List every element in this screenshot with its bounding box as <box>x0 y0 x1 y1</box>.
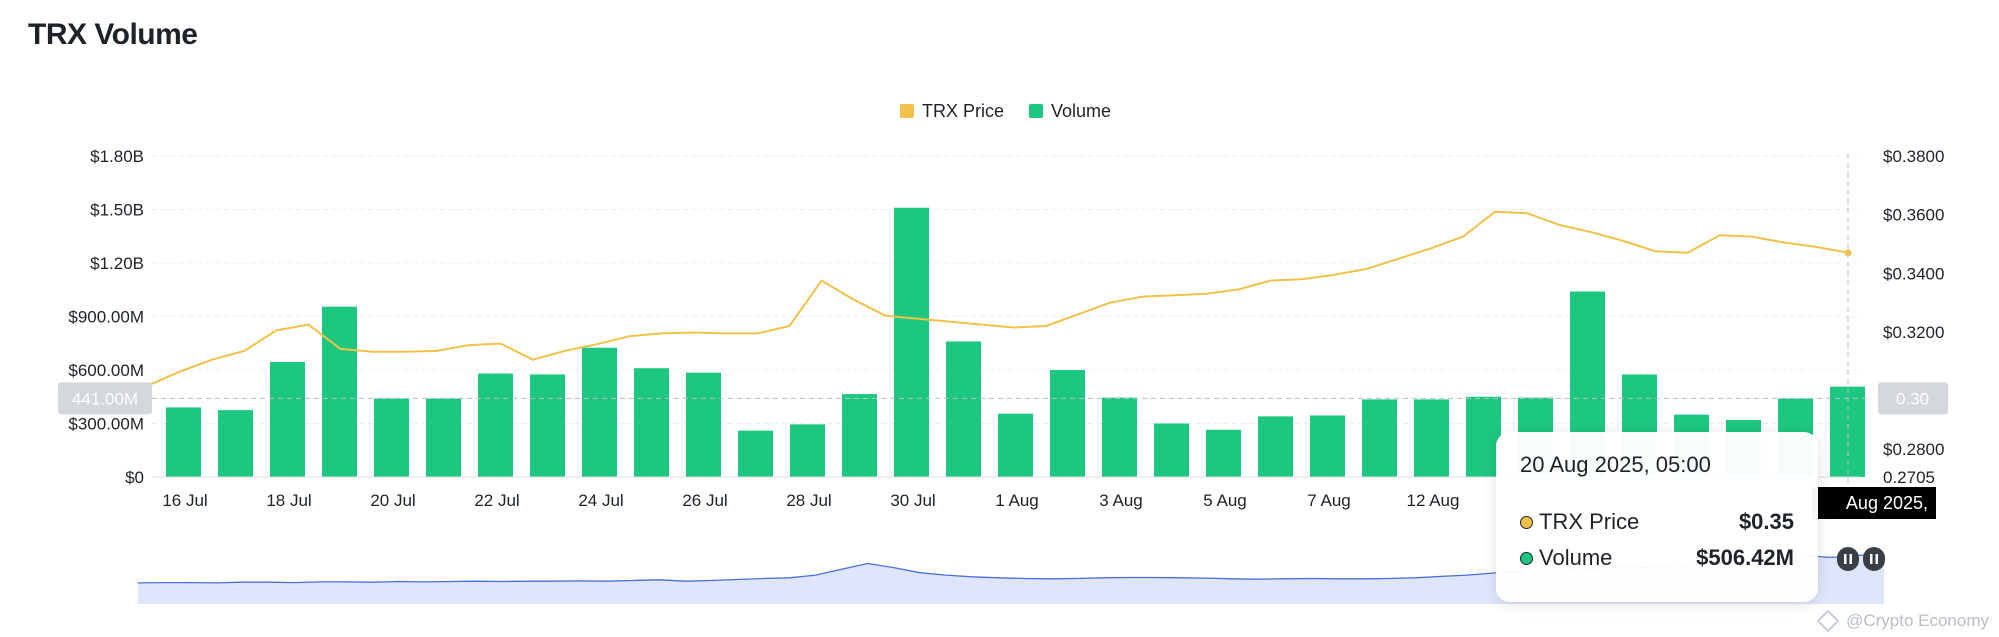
left-tick-label: $600.00M <box>68 361 144 380</box>
volume-bar <box>894 207 929 477</box>
crosshair-left-label: 441.00M <box>72 389 138 408</box>
x-tick-label: 18 Jul <box>266 491 311 510</box>
volume-bar <box>426 398 461 477</box>
volume-bar <box>998 413 1033 477</box>
left-tick-label: $0 <box>125 468 144 487</box>
volume-bar <box>530 374 565 477</box>
right-axis: 0.2705$0.2800$0.3000$0.3200$0.3400$0.360… <box>1883 147 1944 487</box>
right-tick-label: $0.3400 <box>1883 264 1944 283</box>
volume-bar <box>1050 370 1085 477</box>
volume-bar <box>374 398 409 477</box>
volume-bar <box>842 394 877 477</box>
handle-pause-icon <box>1837 547 1859 571</box>
watermark-text: @Crypto Economy <box>1846 611 1989 630</box>
volume-bar <box>790 424 825 477</box>
right-tick-label: $0.2800 <box>1883 440 1944 459</box>
x-tick-label: 22 Jul <box>474 491 519 510</box>
volume-bar <box>1362 399 1397 477</box>
volume-bar <box>1154 423 1189 477</box>
navigator-handle[interactable] <box>1863 547 1885 571</box>
navigator-handle[interactable] <box>1837 547 1859 571</box>
navigator-area <box>138 554 1884 604</box>
handle-grip <box>1870 554 1873 564</box>
handle-pause-icon <box>1863 547 1885 571</box>
volume-bar <box>1310 415 1345 477</box>
volume-bar <box>1206 429 1241 477</box>
x-tick-label: 24 Jul <box>578 491 623 510</box>
crosshair-right-label: 0.30 <box>1896 389 1929 408</box>
volume-bar <box>1414 399 1449 477</box>
tooltip-volume-value: $506.42M <box>1696 545 1794 570</box>
volume-bar <box>166 407 201 477</box>
tooltip-price-row: TRX Price $0.35 <box>1520 504 1794 540</box>
crosshair-right-flag <box>1878 382 1948 415</box>
volume-bar <box>218 410 253 477</box>
volume-bar <box>478 373 513 477</box>
right-tick-label: $0.3800 <box>1883 147 1944 166</box>
handle-grip <box>1875 554 1878 564</box>
legend: TRX Price Volume <box>900 101 1111 121</box>
volume-bar <box>738 430 773 477</box>
handle-grip <box>1849 554 1852 564</box>
x-tick-label: 12 Aug <box>1407 491 1460 510</box>
legend-price-label: TRX Price <box>922 101 1004 121</box>
x-tick-label: 1 Aug <box>995 491 1039 510</box>
x-tick-label: 3 Aug <box>1099 491 1143 510</box>
legend-volume-label: Volume <box>1051 101 1111 121</box>
volume-bar <box>582 347 617 477</box>
right-tick-label: 0.2705 <box>1883 468 1935 487</box>
right-tick-label: $0.3600 <box>1883 206 1944 225</box>
x-tick-label: 30 Jul <box>890 491 935 510</box>
tooltip-volume-label: Volume <box>1539 545 1613 570</box>
volume-dot-icon <box>1520 551 1533 565</box>
tooltip-volume-row: Volume $506.42M <box>1520 540 1794 576</box>
chart-tooltip: 20 Aug 2025, 05:00 TRX Price $0.35 Volum… <box>1496 432 1818 602</box>
volume-bar <box>270 361 305 477</box>
left-tick-label: $900.00M <box>68 308 144 327</box>
x-tick-label: 5 Aug <box>1203 491 1247 510</box>
x-tick-label: 16 Jul <box>162 491 207 510</box>
tooltip-date: 20 Aug 2025, 05:00 <box>1520 452 1711 477</box>
price-line <box>147 210 1852 387</box>
legend-volume-swatch <box>1029 104 1043 118</box>
tooltip-price-label: TRX Price <box>1539 509 1640 534</box>
volume-bar <box>634 368 669 477</box>
price-series-line <box>147 210 1849 387</box>
x-axis: 16 Jul 18 Jul 20 Jul 22 Jul 24 Jul 26 Jul 28 J… <box>152 476 1860 510</box>
x-tick-label: 26 Jul <box>682 491 727 510</box>
left-tick-label: $1.50B <box>90 201 144 220</box>
left-tick-label: $1.80B <box>90 147 144 166</box>
page-title: TRX Volume <box>28 18 198 51</box>
crosshair-left-flag <box>58 382 152 415</box>
volume-bar <box>1466 396 1501 477</box>
volume-bar <box>686 372 721 477</box>
left-axis: $0 $300.00M $600.00M $900.00M $1.20B $1.50B $1… <box>68 147 144 487</box>
tooltip-price-value: $0.35 <box>1738 509 1794 534</box>
x-tick-label: 28 Jul <box>786 491 831 510</box>
price-last-point <box>1844 249 1852 257</box>
legend-price-swatch <box>900 104 914 118</box>
left-tick-label: $1.20B <box>90 254 144 273</box>
crosshair: 441.00M 0.30 <box>58 154 1948 520</box>
crosshair-date-flag: Aug 2025, 05:00 <box>1812 487 1936 545</box>
left-tick-label: $300.00M <box>68 415 144 434</box>
x-tick-label: 7 Aug <box>1307 491 1351 510</box>
volume-bar <box>1102 397 1137 477</box>
volume-bar <box>1258 416 1293 477</box>
watermark: @Crypto Economy <box>1816 609 1989 633</box>
x-tick-label: 20 Jul <box>370 491 415 510</box>
binance-logo-icon <box>1816 609 1840 633</box>
price-dot-icon <box>1520 515 1533 529</box>
volume-bar <box>322 306 357 477</box>
right-tick-label: $0.3200 <box>1883 323 1944 342</box>
handle-grip <box>1844 554 1847 564</box>
volume-bar <box>946 341 981 477</box>
